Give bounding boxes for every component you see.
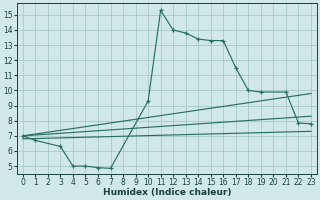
- X-axis label: Humidex (Indice chaleur): Humidex (Indice chaleur): [103, 188, 231, 197]
